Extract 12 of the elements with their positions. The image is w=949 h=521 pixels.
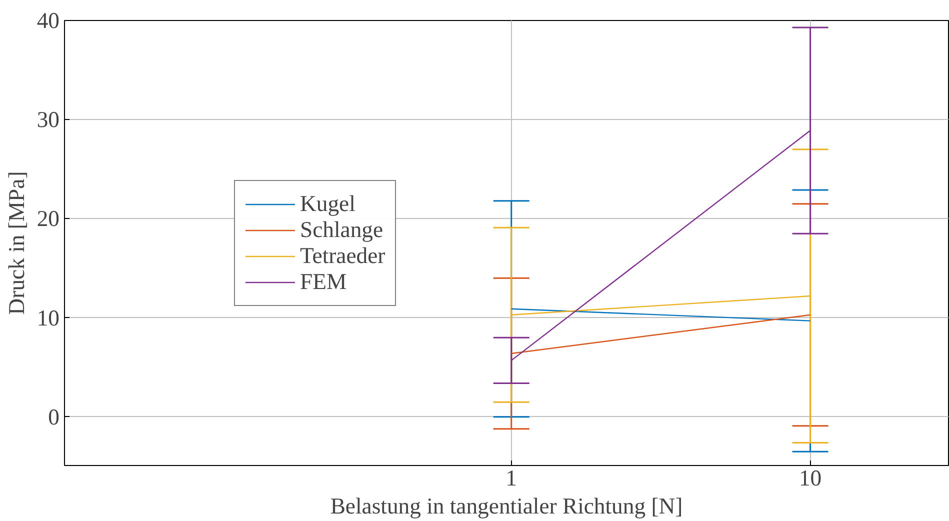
- legend-label: FEM: [300, 268, 347, 294]
- legend-label: Kugel: [300, 190, 356, 216]
- y-tick-label: 40: [36, 8, 60, 33]
- y-tick-label: 20: [36, 206, 60, 232]
- y-axis-title: Druck in [MPa]: [4, 171, 29, 315]
- y-tick-label: 30: [36, 107, 60, 132]
- x-tick-label: 1: [506, 466, 518, 490]
- legend-label: Tetraeder: [300, 242, 386, 268]
- y-tick-label: 0: [48, 404, 60, 430]
- x-axis-title: Belastung in tangentialer Richtung [N]: [330, 494, 683, 518]
- y-tick-label: 10: [36, 305, 60, 330]
- legend-label: Schlange: [300, 216, 384, 242]
